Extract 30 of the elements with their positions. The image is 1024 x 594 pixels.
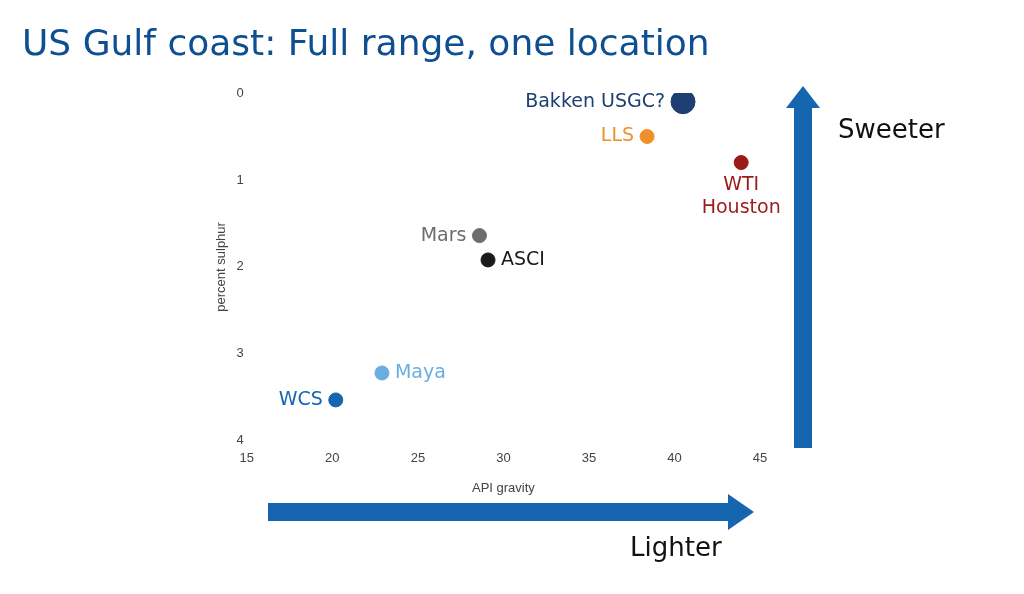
y-axis-title: percent sulphur [213, 221, 229, 312]
series-label: Bakken USGC? [525, 88, 666, 111]
x-axis-title: API gravity [471, 479, 536, 495]
y-tick-label: 3 [236, 345, 244, 361]
x-tick-label: 40 [667, 450, 682, 466]
x-tick-label: 25 [410, 450, 426, 466]
series-label: WCS [278, 386, 323, 409]
series-label: Maya [394, 359, 446, 382]
series-label: Mars [420, 222, 467, 245]
point [639, 128, 655, 144]
series-label: WTI Houston [701, 172, 781, 217]
point [733, 155, 749, 171]
point [328, 392, 344, 408]
series-label: ASCI [501, 246, 545, 269]
chart-title: US Gulf coast: Full range, one location [22, 22, 710, 63]
point [471, 228, 487, 244]
y-tick-label: 4 [236, 432, 244, 448]
x-tick-label: 30 [496, 450, 511, 466]
series-label: LLS [600, 123, 635, 146]
text: Lighter [630, 532, 722, 562]
point [374, 365, 390, 381]
x-tick-label: 35 [581, 450, 597, 466]
y-tick-label: 0 [236, 84, 244, 100]
x-tick-label: 15 [239, 450, 255, 466]
point [480, 252, 496, 268]
y-tick-label: 2 [236, 258, 244, 274]
text: Sweeter [838, 114, 945, 144]
x-tick-label: 20 [325, 450, 340, 466]
y-tick-label: 1 [236, 171, 244, 187]
x-tick-label: 45 [752, 450, 768, 466]
